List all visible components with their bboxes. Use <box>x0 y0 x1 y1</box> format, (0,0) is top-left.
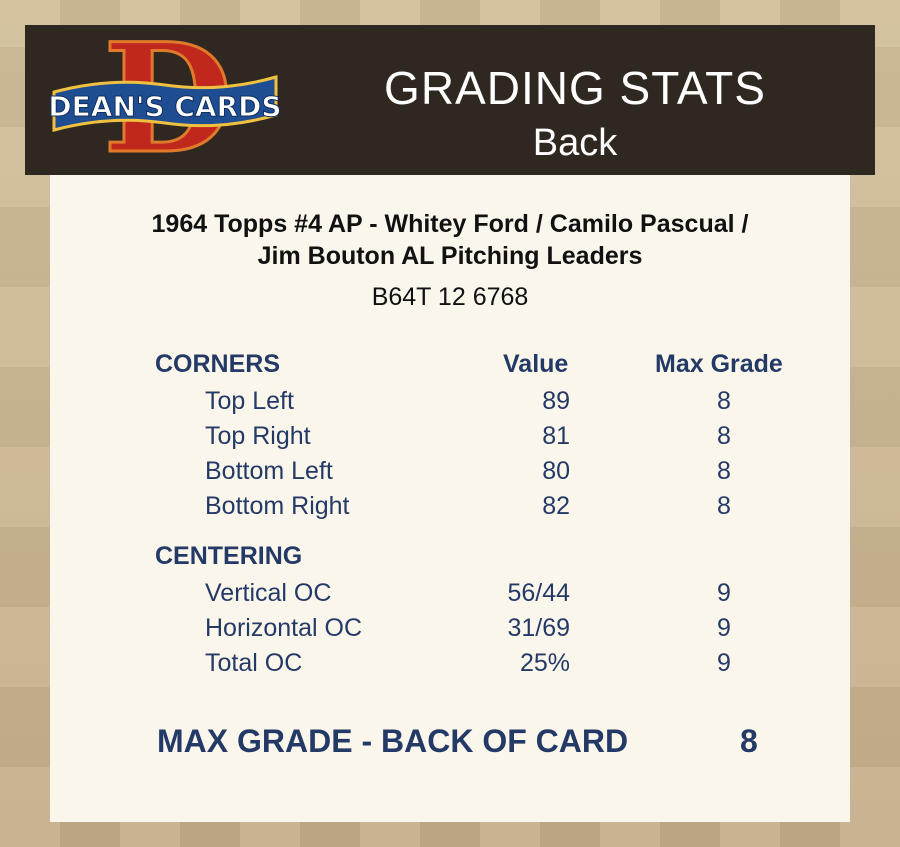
corner-label: Top Left <box>205 387 294 415</box>
centering-label: Total OC <box>205 649 303 677</box>
page-title: GRADING STATS <box>384 62 766 114</box>
centering-label: Horizontal OC <box>205 614 362 642</box>
centering-label: Vertical OC <box>205 579 332 607</box>
deans-cards-logo: D DEAN'S CARDS <box>50 37 280 163</box>
corner-label: Bottom Right <box>205 492 350 520</box>
centering-heading: CENTERING <box>155 542 303 570</box>
corner-value: 82 <box>542 492 570 520</box>
centering-value: 31/69 <box>507 614 570 642</box>
centering-max-grade: 9 <box>717 579 731 607</box>
max-grade-summary-value: 8 <box>740 723 758 759</box>
card-code: B64T 12 6768 <box>371 283 529 311</box>
card-title: 1964 Topps #4 AP - Whitey Ford / Camilo … <box>50 208 850 272</box>
stats-panel: 1964 Topps #4 AP - Whitey Ford / Camilo … <box>50 175 850 822</box>
corner-max-grade: 8 <box>717 387 731 415</box>
corner-label: Top Right <box>205 422 311 450</box>
value-column-header: Value <box>503 350 569 378</box>
card-title-line1: 1964 Topps #4 AP - Whitey Ford / Camilo … <box>151 210 749 238</box>
max-grade-summary-label: MAX GRADE - BACK OF CARD <box>157 723 629 759</box>
corner-max-grade: 8 <box>717 457 731 485</box>
centering-max-grade: 9 <box>717 649 731 677</box>
corner-label: Bottom Left <box>205 457 333 485</box>
corner-max-grade: 8 <box>717 422 731 450</box>
max-grade-column-header: Max Grade <box>655 350 783 378</box>
centering-value: 56/44 <box>507 579 570 607</box>
corner-value: 81 <box>542 422 570 450</box>
corner-value: 89 <box>542 387 570 415</box>
logo-text: DEAN'S CARDS <box>50 90 280 123</box>
corner-value: 80 <box>542 457 570 485</box>
centering-max-grade: 9 <box>717 614 731 642</box>
centering-value: 25% <box>519 649 570 677</box>
corners-heading: CORNERS <box>155 350 281 378</box>
card-title-line2: Jim Bouton AL Pitching Leaders <box>257 242 643 270</box>
header-banner: D DEAN'S CARDS GRADING STATS Back <box>25 25 875 175</box>
page-subtitle: Back <box>532 122 618 164</box>
corner-max-grade: 8 <box>717 492 731 520</box>
